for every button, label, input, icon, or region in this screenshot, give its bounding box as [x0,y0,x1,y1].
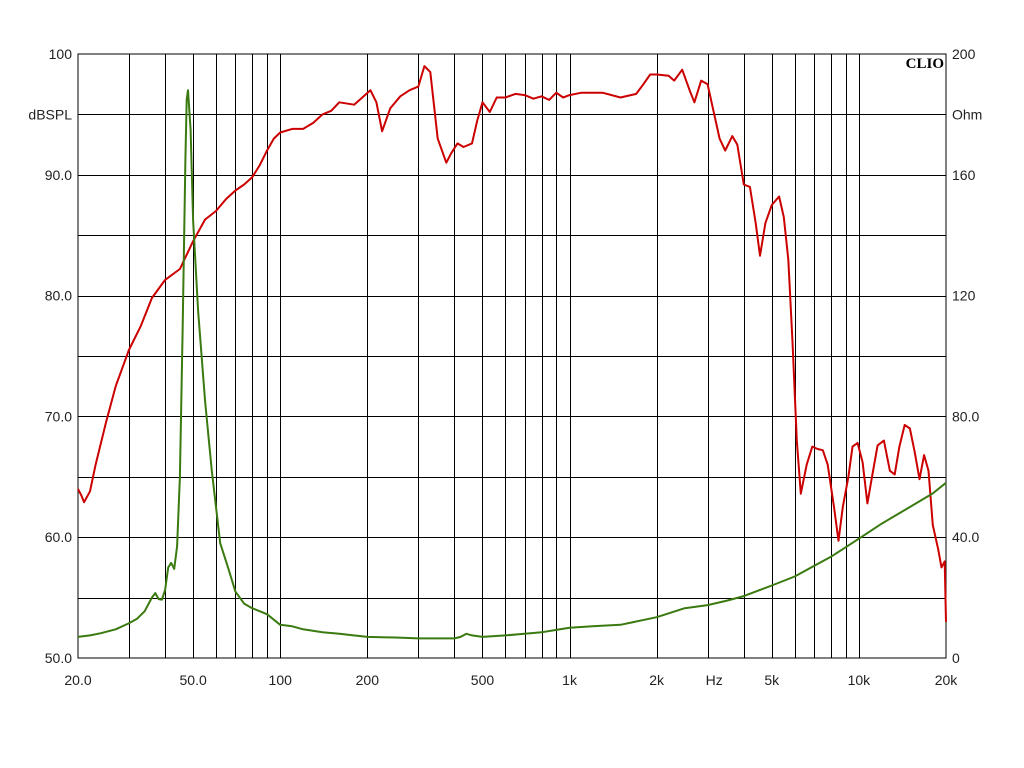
y-left-tick-label: 60.0 [45,529,72,545]
x-tick-label: 100 [269,672,293,688]
y-right-axis-label: Ohm [952,106,982,122]
y-left-axis-label: dBSPL [28,106,72,122]
impedance-curve [77,89,947,640]
y-left-tick-label: 100 [49,46,73,62]
clio-brand-label: CLIO [906,56,944,72]
y-right-tick-label: 160 [952,167,976,183]
spl-curve [77,65,947,622]
x-tick-label: 1k [562,672,578,688]
y-right-tick-label: 120 [952,288,976,304]
y-left-tick-label: 70.0 [45,408,72,424]
x-tick-label: 5k [764,672,780,688]
plot-frame [77,53,947,659]
x-tick-label: 500 [471,672,495,688]
x-tick-label: 20.0 [64,672,91,688]
y-left-tick-label: 50.0 [45,650,72,666]
x-tick-label: 50.0 [180,672,207,688]
series-layer [77,65,947,640]
x-tick-label: 200 [356,672,380,688]
y-right-tick-label: 200 [952,46,976,62]
y-right-tick-label: 40.0 [952,529,979,545]
x-tick-label: 2k [649,672,665,688]
y-right-tick-label: 80.0 [952,408,979,424]
y-left-tick-label: 80.0 [45,288,72,304]
x-tick-label: 10k [848,672,872,688]
axis-labels: 20.0 50.0 100 200 500 1k 2k Hz 5k 10k 20k 50.0 60.0 7… [28,46,982,688]
grid [78,54,946,658]
x-tick-label: 20k [935,672,959,688]
y-left-tick-label: 90.0 [45,167,72,183]
x-axis-unit-label: Hz [706,672,723,688]
y-right-tick-label: 0 [952,650,960,666]
